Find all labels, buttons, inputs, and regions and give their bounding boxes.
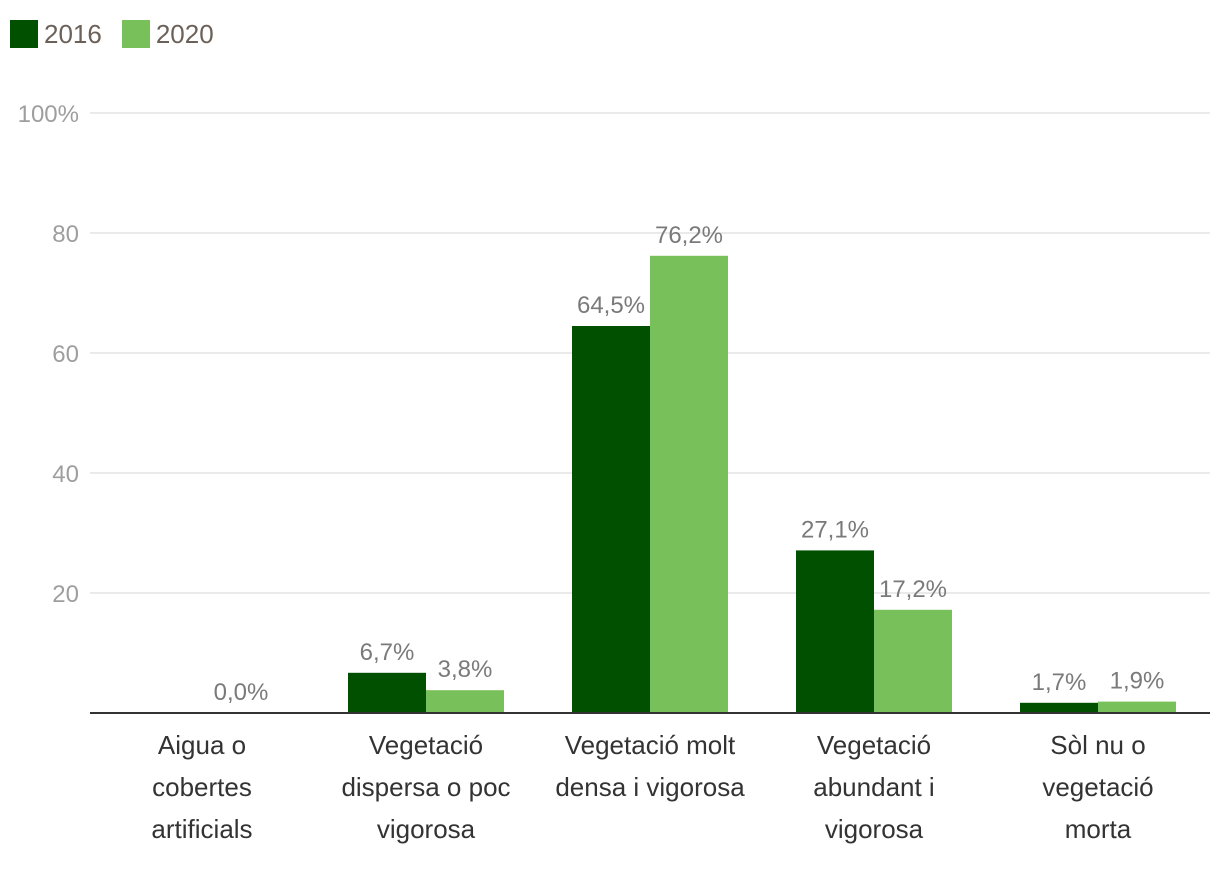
y-tick-label: 100%	[18, 101, 79, 128]
legend-item-2016[interactable]: 2016	[10, 19, 102, 50]
category-label: densa i vigorosa	[555, 772, 745, 802]
category-label: morta	[1065, 814, 1132, 844]
category-label: cobertes	[152, 772, 252, 802]
y-tick-label: 60	[52, 341, 79, 368]
bar-2016-2	[572, 326, 650, 713]
bar-2020-4	[1098, 701, 1176, 713]
category-label: vigorosa	[377, 814, 476, 844]
legend-swatch-2016	[10, 20, 38, 48]
bar-2020-2	[650, 255, 728, 714]
data-label: 3,8%	[438, 656, 493, 683]
legend-label-2016: 2016	[44, 18, 102, 49]
y-tick-label: 80	[52, 221, 79, 248]
category-label: Vegetació	[369, 730, 483, 760]
category-label: dispersa o poc	[341, 772, 510, 802]
legend-item-2020[interactable]: 2020	[121, 18, 214, 50]
data-label: 64,5%	[577, 292, 645, 319]
y-axis-ticks: 20 40 60 80 100%	[18, 101, 79, 608]
y-tick-label: 20	[52, 581, 79, 608]
category-label: vigorosa	[825, 814, 924, 844]
bar-2016-3	[796, 550, 874, 713]
bars	[348, 255, 1176, 714]
category-label: Sòl nu o	[1050, 730, 1145, 760]
category-label: artificials	[151, 814, 252, 844]
category-label: vegetació	[1042, 772, 1153, 802]
data-label: 17,2%	[879, 576, 947, 603]
category-label: Vegetació molt	[565, 730, 736, 760]
data-label: 1,9%	[1110, 668, 1165, 695]
legend: 2016 2020	[10, 18, 234, 50]
legend-label-2020: 2020	[155, 18, 214, 49]
legend-swatch-2020	[121, 20, 150, 48]
bar-2016-1	[348, 672, 426, 713]
data-label: 27,1%	[801, 516, 869, 543]
bar-2020-1	[426, 690, 504, 713]
bar-2020-3	[874, 609, 952, 713]
category-label: Vegetació	[817, 730, 931, 760]
data-labels: 0,0% 6,7% 3,8% 64,5% 76,2% 27,1% 17,2% 1,7% 1,9%	[214, 222, 1165, 706]
category-label: abundant i	[813, 772, 934, 802]
y-tick-label: 40	[52, 461, 79, 488]
data-label: 76,2%	[655, 222, 723, 249]
data-label: 6,7%	[360, 639, 415, 666]
bar-2016-4	[1020, 702, 1098, 713]
data-label: 0,0%	[214, 679, 269, 706]
category-label: Aigua o	[158, 730, 246, 760]
x-axis-categories: Aigua o cobertes artificials Vegetació dispe…	[151, 730, 1153, 844]
data-label: 1,7%	[1032, 669, 1087, 696]
